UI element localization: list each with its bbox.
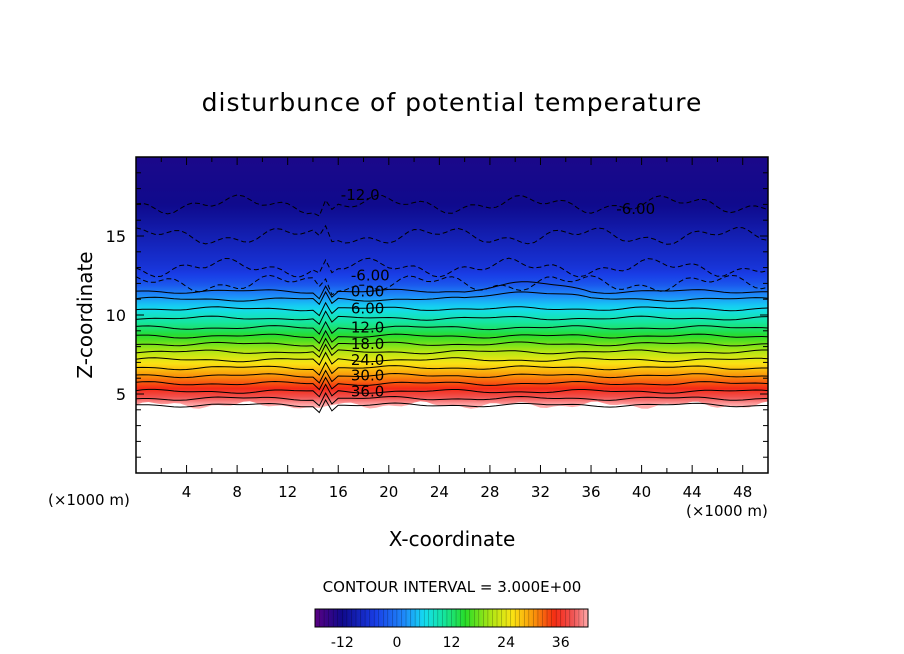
colorbar-ticks: -12 0 12 24 36 xyxy=(331,635,570,651)
temperature-field xyxy=(136,157,768,409)
colorbar-tick-label: 12 xyxy=(443,635,461,651)
x-tick-label: 44 xyxy=(683,483,702,501)
colorbar-tick-label: 0 xyxy=(392,635,401,651)
y-tick-label: 10 xyxy=(106,306,126,325)
contour-labels: -12.0-6.00-6.000.006.0012.018.024.030.03… xyxy=(341,186,655,401)
colorbar-tick-label: -12 xyxy=(331,635,354,651)
contour-line xyxy=(136,281,768,300)
x-tick-label: 48 xyxy=(733,483,752,501)
x-tick-label: 4 xyxy=(182,483,192,501)
contour-line xyxy=(136,194,768,217)
x-axis: 4 8 12 16 20 24 28 32 36 40 44 48 xyxy=(160,157,769,501)
y-tick-label: 15 xyxy=(106,227,126,246)
x-tick-label: 36 xyxy=(581,483,600,501)
chart-title: disturbunce of potential temperature xyxy=(201,88,703,117)
x-axis-label: X-coordinate xyxy=(389,527,516,551)
x-tick-label: 12 xyxy=(278,483,297,501)
contour-line xyxy=(136,369,768,384)
contour-interval-text: CONTOUR INTERVAL = 3.000E+00 xyxy=(323,578,582,596)
colorbar: -12 0 12 24 36 xyxy=(314,608,589,651)
y-axis: 5 10 15 xyxy=(106,156,768,458)
y-axis-label: Z-coordinate xyxy=(73,251,97,378)
contour-lines xyxy=(136,194,768,414)
contour-line xyxy=(136,337,768,353)
contour-label: 36.0 xyxy=(351,382,384,400)
x-tick-label: 8 xyxy=(232,483,242,501)
field-area xyxy=(136,157,768,409)
contour-line xyxy=(136,351,768,366)
contour-line xyxy=(136,329,768,345)
contour-line xyxy=(136,376,768,391)
colorbar-cells xyxy=(319,609,584,627)
contour-line xyxy=(136,274,768,296)
x-tick-label: 40 xyxy=(632,483,651,501)
x-tick-label: 20 xyxy=(379,483,398,501)
x-tick-label: 24 xyxy=(430,483,449,501)
contour-label: 30.0 xyxy=(351,367,384,385)
contour-line xyxy=(136,290,768,306)
contour-label: -12.0 xyxy=(341,186,380,204)
x-unit-left: (×1000 m) xyxy=(48,491,130,509)
contour-label: 24.0 xyxy=(351,351,384,369)
contour-line xyxy=(136,224,768,245)
contour-line xyxy=(136,361,768,376)
contour-line xyxy=(136,392,768,407)
contour-line xyxy=(136,383,768,398)
contour-label: 6.00 xyxy=(351,300,384,318)
x-unit-right: (×1000 m) xyxy=(686,502,768,520)
x-tick-label: 16 xyxy=(329,483,348,501)
contour-line xyxy=(136,343,768,358)
contour-line xyxy=(136,301,768,317)
x-tick-label: 32 xyxy=(531,483,550,501)
contour-label: -6.00 xyxy=(351,267,390,285)
contour-label: -6.00 xyxy=(616,200,655,218)
contour-line xyxy=(136,310,768,325)
x-tick-label: 28 xyxy=(480,483,499,501)
contour-line xyxy=(136,398,768,414)
contour-line xyxy=(136,320,768,335)
colorbar-tick-label: 24 xyxy=(497,635,515,651)
contour-label: 12.0 xyxy=(351,319,384,337)
y-tick-label: 5 xyxy=(116,385,126,404)
colorbar-tick-label: 36 xyxy=(552,635,570,651)
contour-label: 0.00 xyxy=(351,282,384,300)
contour-line xyxy=(136,257,768,278)
contour-label: 18.0 xyxy=(351,335,384,353)
